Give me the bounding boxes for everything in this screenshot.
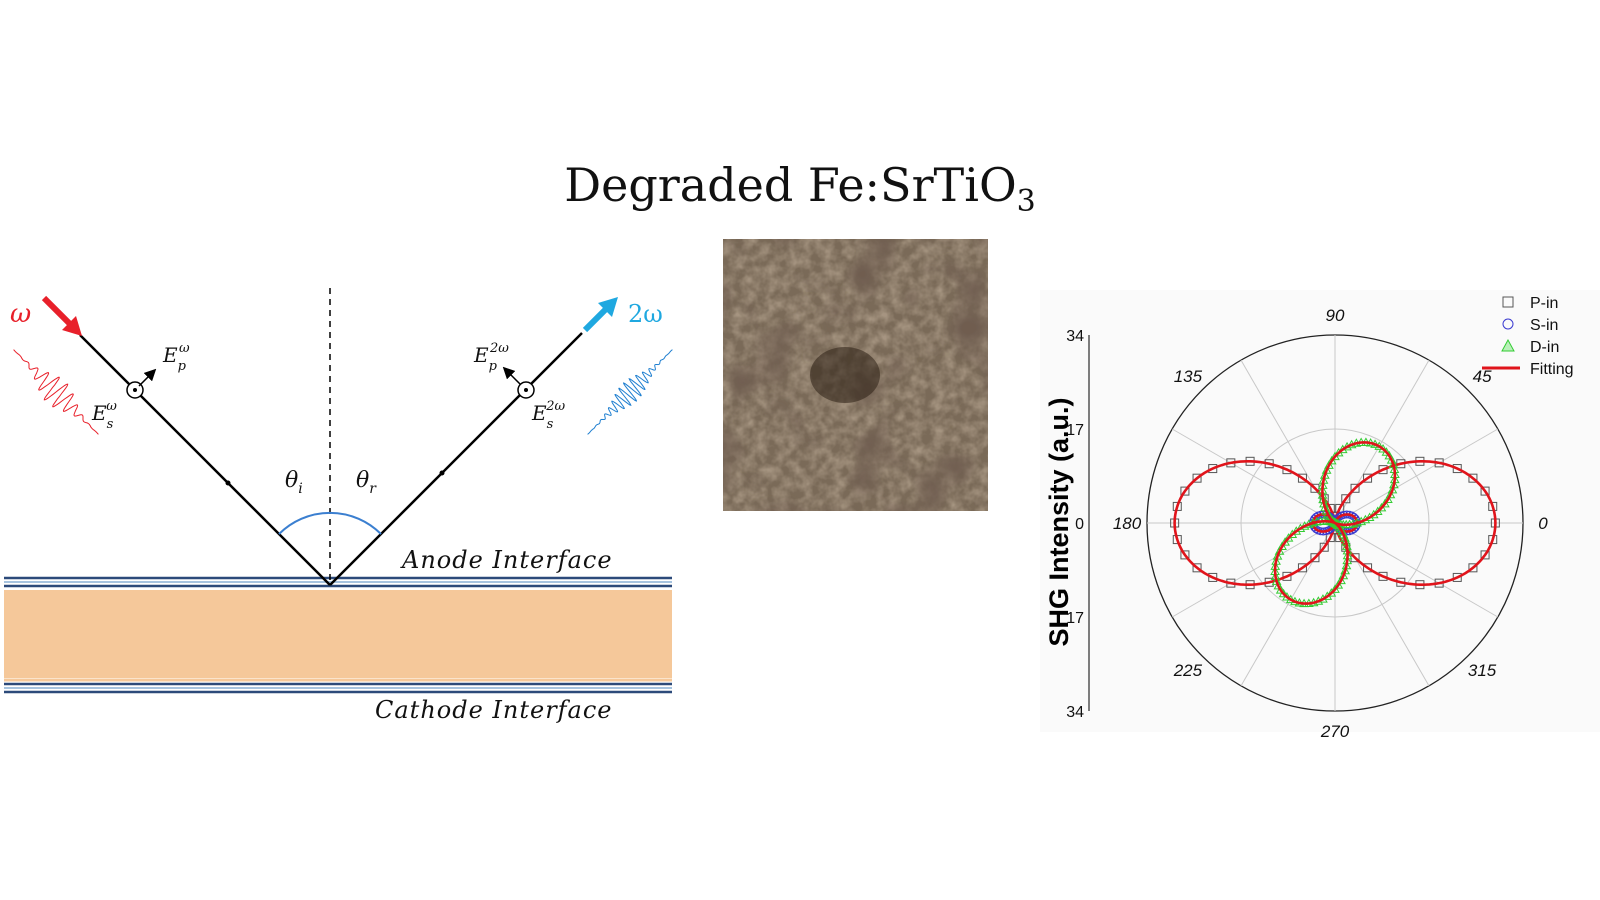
cathode-interface-label: Cathode Interface (375, 696, 613, 724)
fitting-curve (1173, 460, 1497, 586)
legend: P-in S-in D-in Fitting (1482, 295, 1574, 378)
d-in-point (1324, 460, 1334, 469)
series-d-in (1270, 437, 1400, 608)
sample-slab (4, 590, 672, 678)
p-in-point (1310, 553, 1320, 563)
p-in-point (1297, 473, 1307, 483)
d-in-point (1326, 455, 1337, 465)
reflected-omega-label: 2ω (628, 300, 663, 328)
p-in-point (1480, 550, 1490, 560)
angle-tick-label: 135 (1174, 367, 1203, 386)
p-in-point (1208, 572, 1218, 582)
radial-tick-label: 0 (1075, 516, 1084, 533)
radial-tick-label: 34 (1066, 328, 1084, 345)
es-incident-label: Esω (91, 399, 117, 432)
p-in-point (1378, 465, 1388, 475)
reflection-geometry-diagram: ω 2ω Epω Esω Ep2ω Es2ω θi θr Anode Inter… (4, 288, 673, 724)
d-in-point (1275, 585, 1286, 594)
d-in-point (1277, 541, 1287, 551)
cathode-interface-lines (4, 678, 672, 694)
radial-tick-label: 17 (1066, 422, 1084, 439)
es-reflected-label: Es2ω (531, 399, 566, 432)
d-in-point (1380, 498, 1390, 508)
polar-grid-spoke (1334, 522, 1430, 687)
angle-tick-label: 90 (1326, 306, 1345, 325)
d-in-point (1333, 580, 1344, 589)
angle-tick-label: 0 (1538, 514, 1548, 533)
p-in-point (1208, 464, 1218, 474)
radial-tick-label: 17 (1066, 610, 1084, 627)
s-field-marker-reflected (517, 381, 535, 399)
p-in-point (1452, 464, 1462, 474)
p-in-point (1297, 563, 1307, 573)
legend-marker (1502, 318, 1514, 330)
angle-tick-label: 45 (1473, 367, 1492, 386)
p-in-point (1282, 571, 1292, 581)
legend-marker (1501, 338, 1515, 352)
p-in-point (1341, 494, 1351, 504)
p-in-point (1282, 465, 1292, 475)
legend-label: P-in (1530, 295, 1558, 312)
angle-tick-label: 225 (1173, 661, 1203, 680)
polar-grid-spoke (1334, 522, 1499, 618)
p-in-point (1468, 563, 1478, 573)
theta-i-label: θi (285, 468, 303, 497)
legend-label: S-in (1530, 317, 1558, 334)
p-in-point (1192, 563, 1202, 573)
polar-grid-spoke (1240, 522, 1336, 687)
p-in-point (1363, 473, 1373, 483)
legend-label: D-in (1530, 339, 1559, 356)
p-in-point (1452, 572, 1462, 582)
ep-reflected-label: Ep2ω (473, 341, 509, 374)
p-in-point (1180, 550, 1190, 560)
p-in-point (1180, 486, 1190, 496)
p-in-point (1378, 571, 1388, 581)
title-subscript: 3 (1016, 184, 1036, 219)
y-axis-label: SHG Intensity (a.u.) (1044, 397, 1074, 646)
d-in-point (1336, 575, 1346, 585)
anode-interface-label: Anode Interface (400, 546, 613, 574)
theta-r-label: θr (356, 468, 377, 497)
p-in-point (1319, 542, 1329, 552)
incident-arrow (41, 295, 75, 329)
p-in-point (1363, 563, 1373, 573)
polar-grid-spoke (1171, 522, 1336, 618)
d-in-point (1383, 494, 1393, 503)
ep-incident-label: Epω (162, 341, 190, 374)
incident-wave (13, 349, 99, 435)
d-in-point (1385, 489, 1396, 499)
p-in-point (1350, 483, 1360, 493)
fitting-curve (1273, 441, 1397, 605)
p-in-point (1480, 486, 1490, 496)
polar-grid-spoke (1334, 359, 1430, 524)
incident-beam (79, 334, 331, 586)
legend-marker (1502, 296, 1514, 308)
angle-tick-label: 180 (1113, 514, 1142, 533)
polar-grid-spoke (1334, 428, 1499, 524)
p-in-point (1192, 473, 1202, 483)
s-in-point (1350, 512, 1359, 521)
p-in-point (1468, 473, 1478, 483)
radial-tick-label: 34 (1066, 704, 1084, 721)
angle-arc (278, 511, 382, 535)
legend-label: Fitting (1530, 361, 1574, 378)
reflected-arrow (582, 305, 610, 333)
angle-tick-label: 270 (1320, 722, 1350, 741)
reflected-wave (587, 349, 673, 435)
title-text: Degraded Fe:SrTiO (564, 158, 1017, 212)
figure-title: Degraded Fe:SrTiO3 (0, 158, 1600, 219)
angle-tick-label: 315 (1468, 661, 1497, 680)
reflected-beam (329, 332, 583, 586)
incident-omega-label: ω (10, 299, 31, 329)
polar-grid-spoke (1171, 428, 1336, 524)
d-in-point (1273, 580, 1284, 590)
